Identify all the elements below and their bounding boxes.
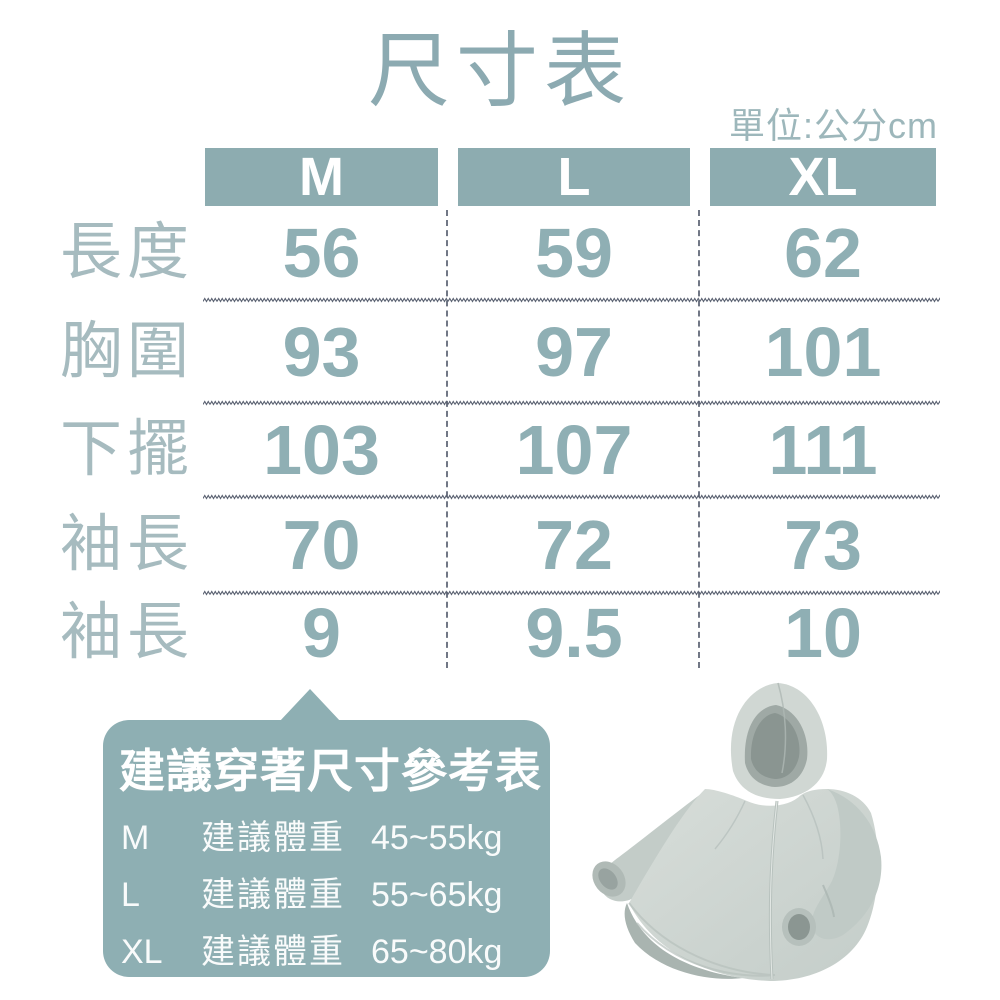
callout-title: 建議穿著尺寸參考表: [119, 745, 542, 797]
row-separator: [203, 400, 940, 406]
callout-pointer: [279, 689, 341, 722]
column-header-m: M: [205, 148, 438, 206]
cell-value: 56: [282, 214, 361, 292]
cell-value: 9.5: [525, 594, 623, 672]
unit-note: 單位:公分cm: [729, 105, 938, 146]
weight-value: 45~55kg: [371, 819, 503, 857]
row-label-length: 長度: [60, 218, 195, 287]
row-separator: [203, 297, 940, 303]
recommendation-row: L 建議體重 55~65kg: [121, 867, 541, 916]
size-badge: M: [121, 819, 150, 857]
row-separator: [203, 494, 940, 500]
row-label-hem: 下擺: [60, 415, 195, 484]
weight-value: 55~65kg: [371, 876, 503, 914]
cell-value: 107: [515, 411, 633, 489]
cell-value: 72: [535, 506, 613, 584]
column-separator: [698, 210, 700, 668]
weight-label: 建議體重: [201, 876, 345, 914]
weight-label: 建議體重: [201, 933, 345, 971]
cell-value: 103: [263, 411, 380, 489]
cell-value: 111: [768, 411, 878, 489]
weight-value: 65~80kg: [371, 933, 503, 971]
cell-value: 93: [282, 313, 361, 391]
cell-value: 73: [784, 506, 862, 584]
cell-value: 97: [535, 313, 613, 391]
row-label-cuff: 袖長: [60, 598, 195, 667]
cell-value: 9: [302, 594, 341, 672]
size-badge: XL: [121, 933, 163, 971]
cell-value: 62: [784, 214, 862, 292]
column-header-xl: XL: [710, 148, 936, 206]
column-separator: [446, 210, 448, 668]
cell-value: 59: [535, 214, 613, 292]
size-badge: L: [121, 876, 140, 914]
row-label-sleeve: 袖長: [60, 510, 195, 579]
recommendation-row: XL 建議體重 65~80kg: [121, 924, 541, 973]
cell-value: 10: [784, 594, 862, 672]
recommendation-row: M 建議體重 45~55kg: [121, 810, 541, 859]
weight-label: 建議體重: [201, 819, 345, 857]
page-title: 尺寸表: [367, 26, 632, 117]
column-header-l: L: [458, 148, 690, 206]
jacket-image: [592, 682, 882, 981]
recommendation-callout: 建議穿著尺寸參考表 M 建議體重 45~55kg L 建議體重 55~65kg …: [103, 689, 550, 977]
row-separator: [203, 590, 940, 596]
row-label-chest: 胸圍: [60, 317, 195, 386]
cell-value: 101: [764, 313, 882, 391]
cell-value: 70: [282, 506, 361, 584]
